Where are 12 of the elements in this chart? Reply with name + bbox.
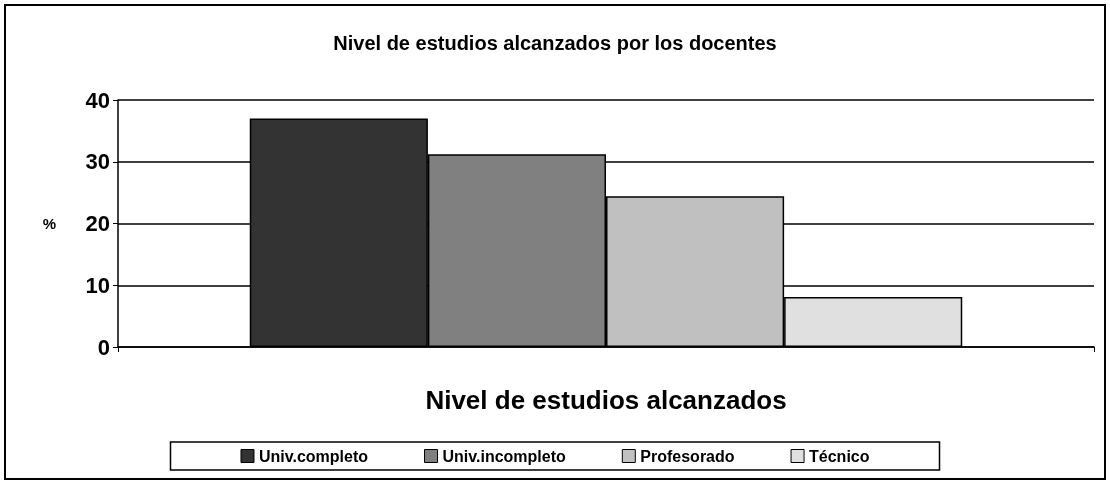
chart-title: Nivel de estudios alcanzados por los docentes xyxy=(333,32,777,54)
y-tick-label: 40 xyxy=(85,87,110,113)
x-axis-title: Nivel de estudios alcanzados xyxy=(425,385,787,415)
y-tick-label: 0 xyxy=(97,334,110,360)
legend-label: Univ.completo xyxy=(258,447,369,465)
legend-label: Técnico xyxy=(809,447,870,465)
y-tick-label: 30 xyxy=(85,149,110,175)
legend-label: Univ.incompleto xyxy=(442,447,567,465)
y-axis-title: % xyxy=(42,215,56,232)
y-tick-label: 10 xyxy=(85,272,110,298)
legend-label: Profesorado xyxy=(640,447,735,465)
y-tick-label: 20 xyxy=(85,211,110,236)
